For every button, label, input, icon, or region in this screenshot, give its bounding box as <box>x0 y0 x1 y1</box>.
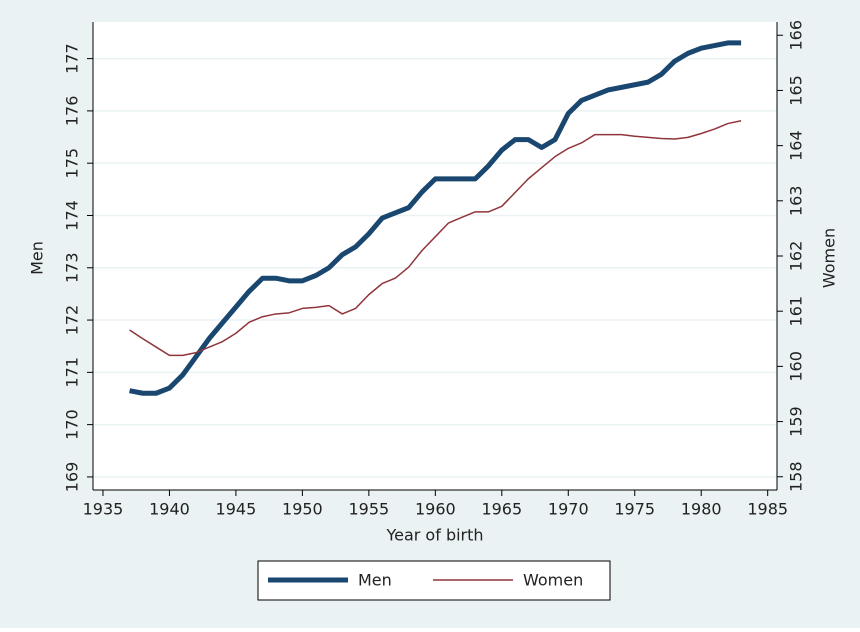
series-line <box>129 40 742 396</box>
y-tick-label: 176 <box>63 96 82 127</box>
y-tick-label: 173 <box>63 252 82 283</box>
x-tick-label: 1950 <box>282 500 323 519</box>
y-tick-label: 171 <box>63 357 82 388</box>
y2-tick-label: 166 <box>787 20 806 51</box>
y-tick-label: 172 <box>63 305 82 336</box>
legend-label: Women <box>523 571 583 590</box>
x-tick-label: 1935 <box>83 500 124 519</box>
y-tick-label: 169 <box>63 462 82 493</box>
x-tick-label: 1965 <box>481 500 522 519</box>
x-tick-label: 1955 <box>349 500 390 519</box>
y2-tick-label: 159 <box>787 406 806 437</box>
y-tick-label: 177 <box>63 43 82 74</box>
y2-tick-label: 164 <box>787 130 806 161</box>
x-tick-label: 1985 <box>747 500 788 519</box>
y-tick-label: 175 <box>63 148 82 179</box>
y-tick-label: 170 <box>63 409 82 440</box>
y2-tick-label: 165 <box>787 75 806 106</box>
y-tick-label: 174 <box>63 200 82 231</box>
y2-tick-label: 162 <box>787 241 806 272</box>
y-axis-label: Men <box>28 241 47 275</box>
x-tick-label: 1945 <box>216 500 257 519</box>
x-tick-label: 1970 <box>548 500 589 519</box>
plot-area <box>93 22 777 490</box>
y2-tick-label: 160 <box>787 351 806 382</box>
y2-axis-label: Women <box>820 228 839 288</box>
x-tick-label: 1960 <box>415 500 456 519</box>
legend-label: Men <box>358 571 392 590</box>
x-tick-label: 1980 <box>681 500 722 519</box>
y2-tick-label: 158 <box>787 461 806 492</box>
x-tick-label: 1940 <box>149 500 190 519</box>
y2-tick-label: 161 <box>787 296 806 327</box>
series-line <box>129 120 742 357</box>
y2-tick-label: 163 <box>787 186 806 217</box>
x-axis-label: Year of birth <box>385 526 483 545</box>
x-tick-label: 1975 <box>614 500 655 519</box>
